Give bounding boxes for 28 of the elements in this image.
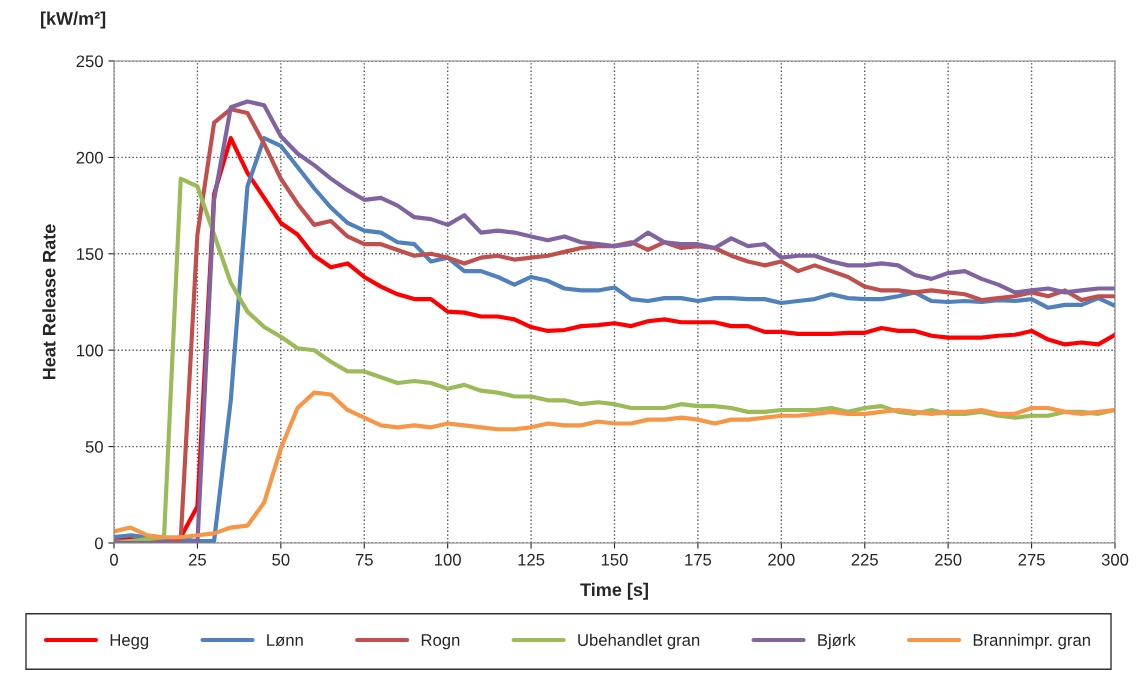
x-tick-label: 150 bbox=[601, 553, 628, 566]
legend-label: Ubehandlet gran bbox=[578, 633, 700, 650]
y-tick-label: 250 bbox=[76, 55, 103, 68]
y-axis-title: Heat Release Rate bbox=[42, 224, 56, 380]
legend-label: Hegg bbox=[110, 634, 149, 650]
y-tick-label: 50 bbox=[85, 441, 103, 453]
x-tick-label: 225 bbox=[851, 553, 878, 566]
y-tick-label: 100 bbox=[77, 344, 103, 357]
legend-label: Lønn bbox=[267, 634, 303, 647]
x-tick-label: 275 bbox=[1018, 553, 1045, 566]
x-tick-label: 250 bbox=[935, 553, 962, 566]
x-axis-title: Time [s] bbox=[580, 582, 648, 600]
x-tick-label: 50 bbox=[272, 553, 290, 566]
y-tick-label: 150 bbox=[77, 248, 103, 260]
x-tick-label: 100 bbox=[435, 553, 461, 566]
legend-label: Rogn bbox=[421, 634, 460, 650]
x-tick-label: 200 bbox=[768, 553, 795, 566]
legend-label: Bjørk bbox=[818, 633, 856, 650]
x-tick-label: 300 bbox=[1101, 553, 1129, 566]
x-tick-label: 125 bbox=[518, 553, 545, 566]
y-tick-label: 200 bbox=[76, 151, 103, 164]
x-tick-label: 25 bbox=[188, 553, 206, 566]
x-tick-label: 175 bbox=[685, 554, 712, 566]
x-tick-label: 0 bbox=[110, 553, 118, 566]
text: [kW/m²] bbox=[41, 11, 106, 29]
x-tick-label: 75 bbox=[355, 554, 373, 566]
y-tick-label: 0 bbox=[94, 537, 103, 550]
legend-label: Brannimpr. gran bbox=[973, 633, 1090, 650]
